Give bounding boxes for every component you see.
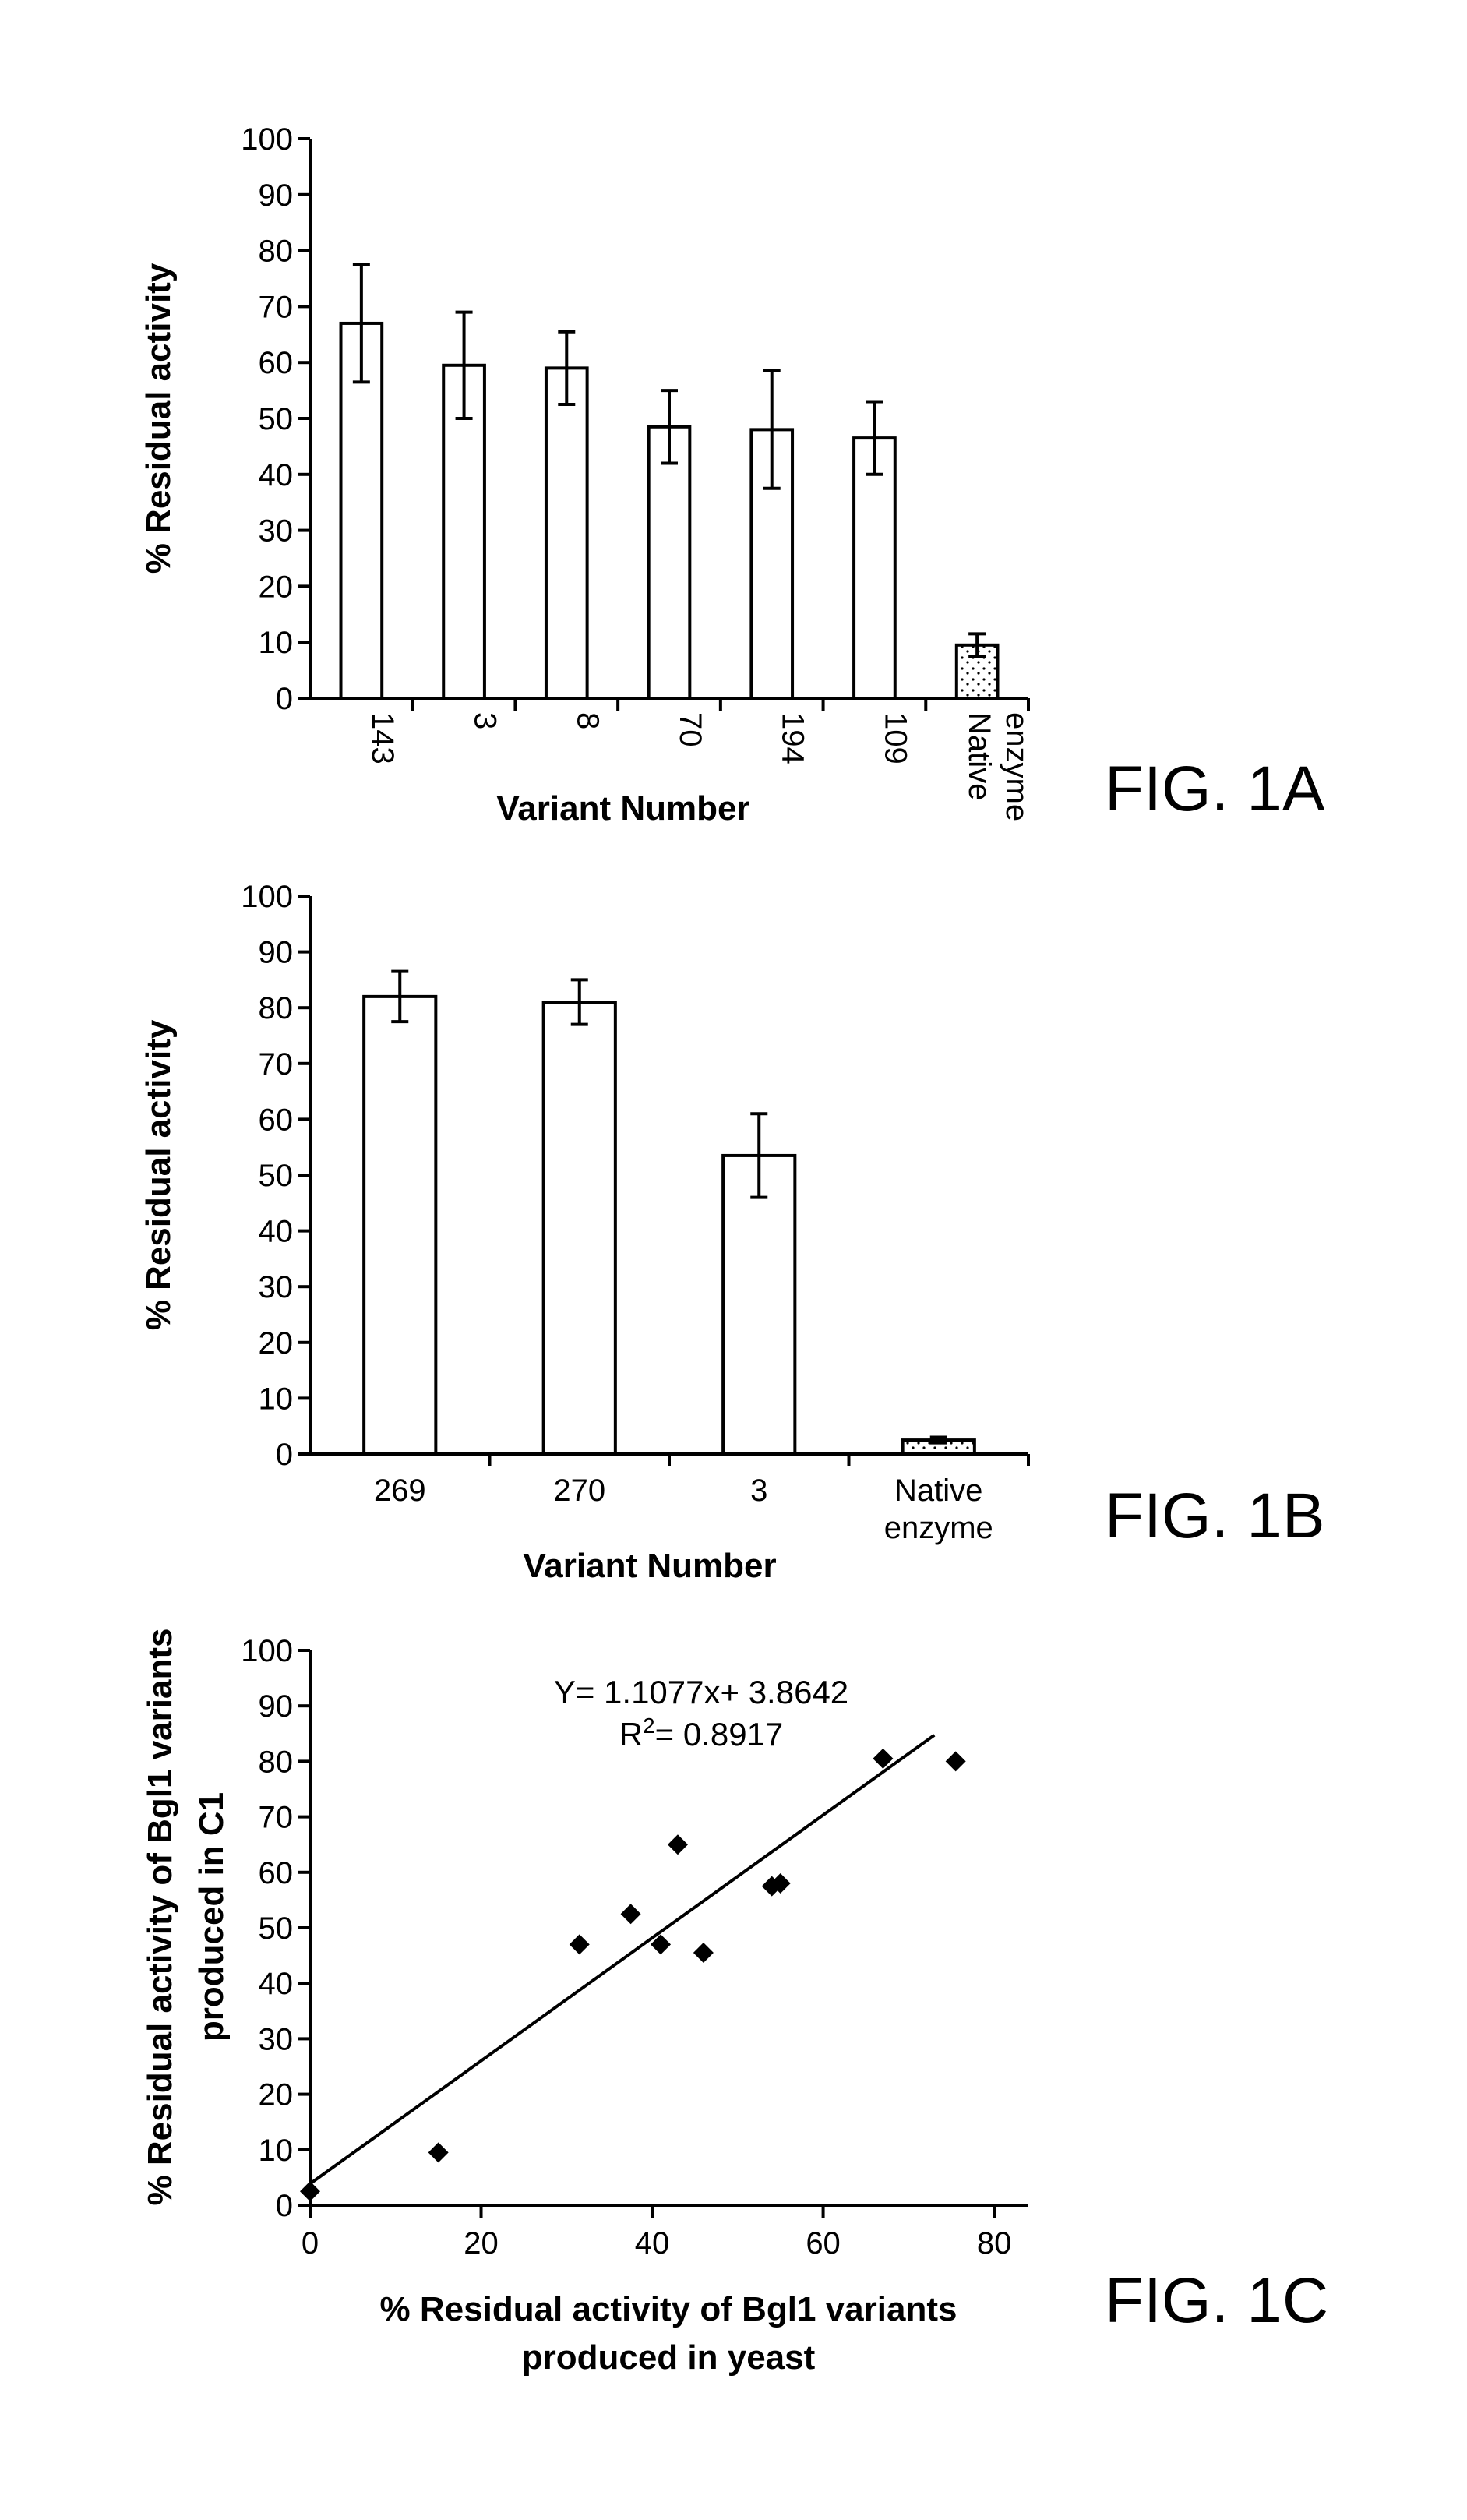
bar [546, 368, 587, 698]
y-tick-label: 80 [259, 235, 294, 269]
y-tick-label: 30 [259, 2022, 294, 2056]
x-tick-label-line: 194 [776, 712, 810, 764]
y-tick-label: 50 [259, 1911, 294, 1946]
x-tick-label: 70 [673, 712, 707, 747]
y-tick-label: 0 [276, 682, 293, 716]
y-tick-label: 50 [259, 1159, 294, 1193]
x-tick-label: 20 [464, 2226, 499, 2261]
r-squared-text: R2= 0.8917 [619, 1714, 784, 1752]
x-tick-label-line: enzyme [884, 1511, 993, 1545]
y-tick-label: 0 [276, 1438, 293, 1472]
chart-fig-1a: 0 10 20 30 40 50 60 70 80 90 100 143 3 8 70 194 109 Nativ… [139, 122, 1034, 828]
bar [364, 997, 436, 1454]
x-tick-label: 109 [878, 712, 912, 764]
y-axis-title-line: produced in C1 [192, 1792, 231, 2042]
y-tick-label: 30 [259, 1270, 294, 1304]
x-tick-label: 269 [374, 1474, 426, 1508]
chart-fig-1b: 0 10 20 30 40 50 60 70 80 90 100 269 270 3 Nativeenzym… [139, 880, 1028, 1585]
x-tick-label: 40 [635, 2226, 670, 2261]
figure-label-1b: FIG. 1B [1105, 1481, 1325, 1551]
y-tick-label: 100 [241, 1634, 293, 1668]
x-tick-label-line: 8 [570, 712, 605, 729]
x-tick-label: 3 [468, 712, 503, 729]
x-tick-label-line: 270 [553, 1474, 605, 1508]
x-tick-label: 270 [553, 1474, 605, 1508]
y-tick-label: 60 [259, 346, 294, 380]
x-tick-label-line: 269 [374, 1474, 426, 1508]
y-tick-label: 40 [259, 1967, 294, 2001]
x-tick-label-line: Native [962, 712, 996, 800]
x-tick-label: Nativeenzyme [962, 712, 1034, 821]
y-axis-title: % Residual activity [139, 1019, 178, 1330]
y-tick-label: 90 [259, 1689, 294, 1724]
figure-label-1a: FIG. 1A [1105, 754, 1325, 824]
r-squared-part: R [619, 1716, 643, 1752]
y-tick-label: 90 [259, 936, 294, 970]
figure-label-1c: FIG. 1C [1105, 2265, 1328, 2336]
data-point [946, 1751, 966, 1771]
y-tick-label: 60 [259, 1103, 294, 1137]
x-tick-label-line: enzyme [1000, 712, 1034, 821]
x-tick-label: 3 [750, 1474, 767, 1508]
x-tick-label: Nativeenzyme [884, 1474, 993, 1545]
chart-fig-1c: 0 10 20 30 40 50 60 70 80 90 100 0 20 40 60 80 Y= 1.1077… [141, 1629, 1028, 2377]
x-tick-label: 80 [977, 2226, 1012, 2261]
x-tick-label-line: 70 [673, 712, 707, 747]
y-tick-label: 30 [259, 514, 294, 549]
y-tick-label: 70 [259, 1801, 294, 1835]
x-tick-label: 194 [776, 712, 810, 764]
y-tick-label: 10 [259, 1382, 294, 1416]
y-tick-label: 70 [259, 290, 294, 324]
x-tick-label: 8 [570, 712, 605, 729]
y-tick-label: 10 [259, 626, 294, 660]
data-point [621, 1904, 641, 1924]
regression-equation: Y= 1.1077x+ 3.8642 [554, 1674, 848, 1710]
data-point [570, 1934, 590, 1954]
x-tick-label: 0 [302, 2226, 319, 2261]
x-tick-label-line: Native [894, 1474, 982, 1508]
data-point [428, 2142, 449, 2162]
x-axis-title-line: % Residual activity of Bgl1 variants [380, 2290, 957, 2328]
y-tick-label: 10 [259, 2134, 294, 2168]
data-point [668, 1834, 688, 1855]
y-axis-title: % Residual activity [139, 263, 178, 574]
x-tick-label-line: 3 [750, 1474, 767, 1508]
y-tick-label: 40 [259, 458, 294, 492]
x-tick-label: 143 [365, 712, 400, 764]
y-tick-label: 80 [259, 1745, 294, 1779]
y-tick-label: 100 [241, 122, 293, 157]
bar [649, 427, 690, 698]
x-tick-label-line: 143 [365, 712, 400, 764]
regression-line [310, 1735, 934, 2184]
y-tick-label: 60 [259, 1856, 294, 1890]
y-tick-label: 20 [259, 1326, 294, 1361]
y-tick-label: 50 [259, 402, 294, 436]
bar [544, 1002, 615, 1454]
data-point [300, 2181, 320, 2201]
y-tick-label: 20 [259, 570, 294, 604]
r-squared-part: = 0.8917 [655, 1716, 784, 1752]
y-tick-label: 0 [276, 2189, 293, 2223]
data-point [693, 1943, 714, 1963]
y-tick-label: 70 [259, 1047, 294, 1082]
x-tick-label: 60 [806, 2226, 841, 2261]
y-tick-label: 90 [259, 178, 294, 213]
x-axis-title: Variant Number [496, 789, 749, 828]
y-tick-label: 80 [259, 991, 294, 1025]
bar [723, 1156, 795, 1454]
y-tick-label: 20 [259, 2078, 294, 2112]
x-axis-title: Variant Number [523, 1547, 776, 1585]
y-tick-label: 100 [241, 880, 293, 914]
x-axis-title-line: produced in yeast [522, 2338, 816, 2377]
r-squared-part: 2 [643, 1714, 655, 1738]
y-tick-label: 40 [259, 1215, 294, 1249]
x-tick-label-line: 3 [468, 712, 503, 729]
bar [854, 438, 895, 698]
x-tick-label-line: 109 [878, 712, 912, 764]
y-axis-title-line: % Residual activity of Bgl1 variants [141, 1629, 179, 2206]
